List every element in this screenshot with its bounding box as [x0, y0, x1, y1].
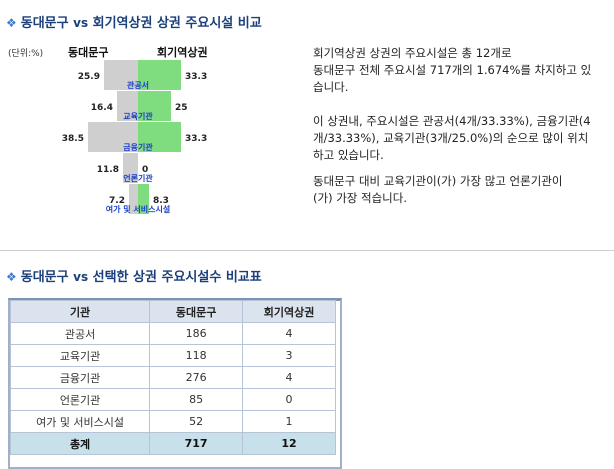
title-vs: vs: [73, 270, 89, 284]
table-header-row: 기관 동대문구 회기역상권: [9, 300, 336, 323]
category-label: 교육기관: [123, 112, 153, 121]
cell-institution: 관공서: [9, 322, 151, 345]
cell-area-count: 4: [242, 366, 336, 389]
table-row: 교육기관 118 3: [9, 344, 336, 367]
value-label-district: 7.2: [109, 196, 125, 206]
value-label-area: 8.3: [153, 196, 169, 206]
bar-area: [138, 184, 149, 214]
section-title-comparison: ❖ 동대문구 vs 회기역상권 상권 주요시설 비교: [6, 12, 262, 31]
cell-district-count: 85: [149, 388, 244, 411]
title-table: 선택한 상권 주요시설수 비교표: [92, 270, 262, 285]
table-total-row: 총계 717 12: [9, 432, 336, 455]
title-district: 동대문구: [20, 270, 69, 285]
cell-total-area: 12: [242, 432, 336, 455]
value-label-district: 16.4: [90, 103, 113, 113]
title-vs: vs: [73, 16, 89, 30]
bar-area: [138, 91, 171, 121]
col-header-district: 동대문구: [149, 300, 244, 323]
facility-comparison-table: 기관 동대문구 회기역상권 관공서 186 4 교육기관 118 3 금융기관 …: [9, 300, 336, 455]
category-label: 금융기관: [123, 143, 153, 152]
value-label-district: 11.8: [96, 165, 119, 175]
col-header-area: 회기역상권: [242, 300, 336, 323]
value-label-district: 38.5: [61, 134, 84, 144]
section-divider: [0, 250, 614, 251]
desc-line: 회기역상권 상권의 주요시설은 총 12개로: [313, 46, 512, 60]
table-row: 언론기관 85 0: [9, 388, 336, 411]
chart-left-header: 동대문구: [68, 46, 109, 59]
cell-institution: 여가 및 서비스시설: [9, 410, 151, 433]
bar-district: [104, 60, 138, 90]
desc-line: 동대문구 대비 교육기관이(가) 가장 많고 언론기관이: [313, 174, 563, 188]
col-header-institution: 기관: [9, 300, 151, 323]
description-summary: 회기역상권 상권의 주요시설은 총 12개로 동대문구 전체 주요시설 717개…: [313, 45, 613, 96]
desc-line: 하고 있습니다.: [313, 148, 384, 162]
cell-area-count: 0: [242, 388, 336, 411]
desc-line: 동대문구 전체 주요시설 717개의 1.674%를 차지하고 있: [313, 63, 592, 77]
chart-right-header: 회기역상권: [157, 46, 208, 59]
bar-area: [138, 122, 181, 152]
table-row: 관공서 186 4: [9, 322, 336, 345]
category-label: 관공서: [126, 81, 150, 90]
bar-district: [117, 91, 138, 121]
category-label: 여가 및 서비스시설: [105, 205, 171, 214]
title-district: 동대문구: [20, 16, 69, 31]
cell-district-count: 186: [149, 322, 244, 345]
value-label-area: 25: [175, 103, 188, 113]
cell-institution: 교육기관: [9, 344, 151, 367]
table-row: 여가 및 서비스시설 52 1: [9, 410, 336, 433]
bar-district: [129, 184, 138, 214]
desc-line: 습니다.: [313, 80, 349, 94]
diamond-bullet-icon: ❖: [6, 16, 17, 30]
cell-district-count: 276: [149, 366, 244, 389]
cell-institution: 금융기관: [9, 366, 151, 389]
cell-total-label: 총계: [9, 432, 151, 455]
desc-line: (가) 가장 적습니다.: [313, 191, 407, 205]
cell-area-count: 3: [242, 344, 336, 367]
unit-label: (단위:%): [8, 49, 44, 59]
desc-line: 개/33.33%), 교육기관(3개/25.0%)의 순으로 많이 위치: [313, 131, 589, 145]
bar-district: [88, 122, 138, 152]
value-label-district: 25.9: [77, 72, 100, 82]
cell-area-count: 1: [242, 410, 336, 433]
section-title-table: ❖ 동대문구 vs 선택한 상권 주요시설수 비교표: [6, 266, 262, 285]
value-label-area: 0: [142, 165, 149, 175]
table-row: 금융기관 276 4: [9, 366, 336, 389]
cell-total-district: 717: [149, 432, 244, 455]
value-label-area: 33.3: [185, 134, 208, 144]
cell-institution: 언론기관: [9, 388, 151, 411]
desc-line: 이 상권내, 주요시설은 관공서(4개/33.33%), 금융기관(4: [313, 114, 591, 128]
title-area: 회기역상권 상권 주요시설 비교: [92, 16, 262, 31]
cell-area-count: 4: [242, 322, 336, 345]
bar-area: [138, 60, 181, 90]
description-ranking: 이 상권내, 주요시설은 관공서(4개/33.33%), 금융기관(4 개/33…: [313, 113, 613, 164]
category-label: 언론기관: [123, 174, 153, 183]
cell-district-count: 52: [149, 410, 244, 433]
bar-district: [123, 153, 138, 183]
diamond-bullet-icon: ❖: [6, 270, 17, 284]
cell-district-count: 118: [149, 344, 244, 367]
value-label-area: 33.3: [185, 72, 208, 82]
description-comparison: 동대문구 대비 교육기관이(가) 가장 많고 언론기관이 (가) 가장 적습니다…: [313, 173, 613, 207]
